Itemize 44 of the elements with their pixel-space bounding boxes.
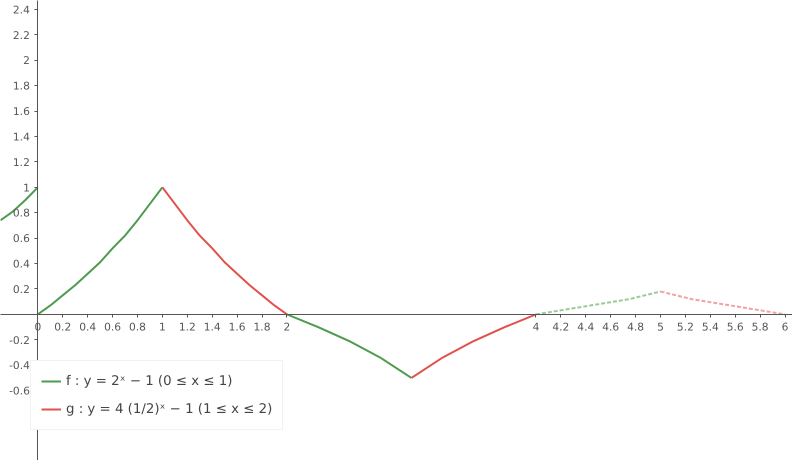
y-tick-label: 0.4: [12, 258, 30, 271]
line-series: [534, 290, 662, 316]
y-tick-label: 2.2: [12, 28, 30, 42]
line-series: [660, 290, 786, 316]
x-tick-label: 1.4: [204, 320, 221, 334]
x-tick-label: 2: [284, 320, 290, 334]
line-series: [161, 186, 288, 316]
x-tick-label: 4.2: [552, 320, 570, 334]
y-tick-label: -0.4: [9, 359, 30, 372]
y-tick-label: 1: [23, 181, 30, 194]
x-tick-label: 5.4: [702, 320, 720, 334]
x-tick-label: 0.2: [54, 320, 72, 334]
line-series: [286, 313, 412, 379]
x-tick-label: 4.6: [602, 320, 620, 334]
y-tick-label: 1.4: [12, 130, 30, 144]
x-tick-label: 0.6: [104, 320, 122, 334]
x-tick-label: 0.8: [129, 320, 146, 334]
x-tick-label: 0.4: [79, 320, 96, 334]
x-tick-label: 5.2: [676, 320, 694, 334]
legend-label: f : y = 2ˣ − 1 (0 ≤ x ≤ 1): [66, 374, 232, 388]
line-series: [410, 313, 537, 379]
x-tick-label: 5.6: [726, 320, 744, 334]
y-tick-label: 1.2: [12, 156, 30, 169]
x-tick-label: 4: [532, 320, 540, 334]
x-tick-label: 1: [158, 320, 166, 334]
y-tick-label: 2: [23, 54, 30, 68]
x-tick-label: 4.4: [577, 320, 594, 334]
legend-label: g : y = 4 (1/2)ˣ − 1 (1 ≤ x ≤ 2): [66, 402, 272, 416]
x-tick-label: 5.8: [752, 320, 769, 334]
y-tick-label: 2.4: [12, 3, 30, 16]
y-tick-label: 1.6: [12, 105, 30, 118]
y-tick-label: 0.2: [12, 282, 30, 296]
x-tick-label: 5: [657, 320, 664, 334]
x-tick-label: 4.8: [627, 320, 644, 334]
y-tick-label: 0.8: [12, 206, 30, 220]
line-series: [36, 186, 164, 316]
y-tick-label: 0.6: [12, 232, 30, 246]
x-tick-label: 6: [782, 320, 789, 334]
x-tick-label: 1.2: [178, 320, 196, 334]
y-tick-label: -0.2: [9, 334, 30, 347]
y-tick-label: -0.6: [9, 384, 30, 398]
x-tick-label: 1.8: [254, 320, 271, 334]
x-tick-label: 1.6: [228, 320, 246, 334]
y-tick-label: 1.8: [12, 80, 30, 93]
